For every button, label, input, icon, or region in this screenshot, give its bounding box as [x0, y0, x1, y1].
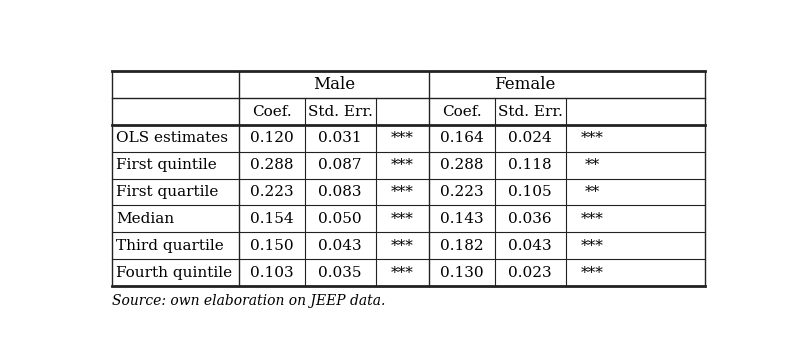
Text: 0.154: 0.154: [250, 212, 294, 226]
Text: Source: own elaboration on JEEP data.: Source: own elaboration on JEEP data.: [111, 294, 385, 308]
Text: 0.023: 0.023: [508, 266, 552, 279]
Text: 0.043: 0.043: [318, 239, 362, 253]
Text: Std. Err.: Std. Err.: [498, 105, 563, 119]
Text: ***: ***: [391, 266, 414, 279]
Text: Median: Median: [116, 212, 174, 226]
Text: Male: Male: [313, 76, 355, 93]
Text: 0.036: 0.036: [508, 212, 552, 226]
Text: ***: ***: [581, 266, 604, 279]
Text: **: **: [585, 158, 600, 172]
Text: Coef.: Coef.: [442, 105, 482, 119]
Text: OLS estimates: OLS estimates: [116, 131, 228, 146]
Text: Coef.: Coef.: [252, 105, 291, 119]
Text: ***: ***: [391, 131, 414, 146]
Text: Female: Female: [494, 76, 555, 93]
Text: 0.035: 0.035: [318, 266, 362, 279]
Text: 0.083: 0.083: [318, 185, 362, 199]
Text: ***: ***: [391, 239, 414, 253]
Text: 0.087: 0.087: [318, 158, 362, 172]
Text: ***: ***: [581, 239, 604, 253]
Text: ***: ***: [391, 185, 414, 199]
Text: 0.118: 0.118: [508, 158, 552, 172]
Text: 0.105: 0.105: [508, 185, 552, 199]
Text: First quartile: First quartile: [116, 185, 218, 199]
Text: 0.182: 0.182: [440, 239, 484, 253]
Text: 0.164: 0.164: [440, 131, 484, 146]
Text: 0.103: 0.103: [250, 266, 294, 279]
Text: 0.288: 0.288: [250, 158, 294, 172]
Text: 0.024: 0.024: [508, 131, 552, 146]
Text: **: **: [585, 185, 600, 199]
Text: 0.130: 0.130: [440, 266, 484, 279]
Text: 0.031: 0.031: [318, 131, 362, 146]
Text: ***: ***: [391, 158, 414, 172]
Text: ***: ***: [391, 212, 414, 226]
Text: 0.150: 0.150: [250, 239, 294, 253]
Text: 0.120: 0.120: [250, 131, 294, 146]
Text: 0.043: 0.043: [508, 239, 552, 253]
Text: 0.050: 0.050: [318, 212, 362, 226]
Text: First quintile: First quintile: [116, 158, 217, 172]
Text: 0.223: 0.223: [440, 185, 484, 199]
Text: 0.143: 0.143: [440, 212, 484, 226]
Text: ***: ***: [581, 131, 604, 146]
Text: Third quartile: Third quartile: [116, 239, 224, 253]
Text: Fourth quintile: Fourth quintile: [116, 266, 232, 279]
Text: ***: ***: [581, 212, 604, 226]
Text: 0.288: 0.288: [440, 158, 484, 172]
Text: 0.223: 0.223: [250, 185, 294, 199]
Text: Std. Err.: Std. Err.: [308, 105, 372, 119]
